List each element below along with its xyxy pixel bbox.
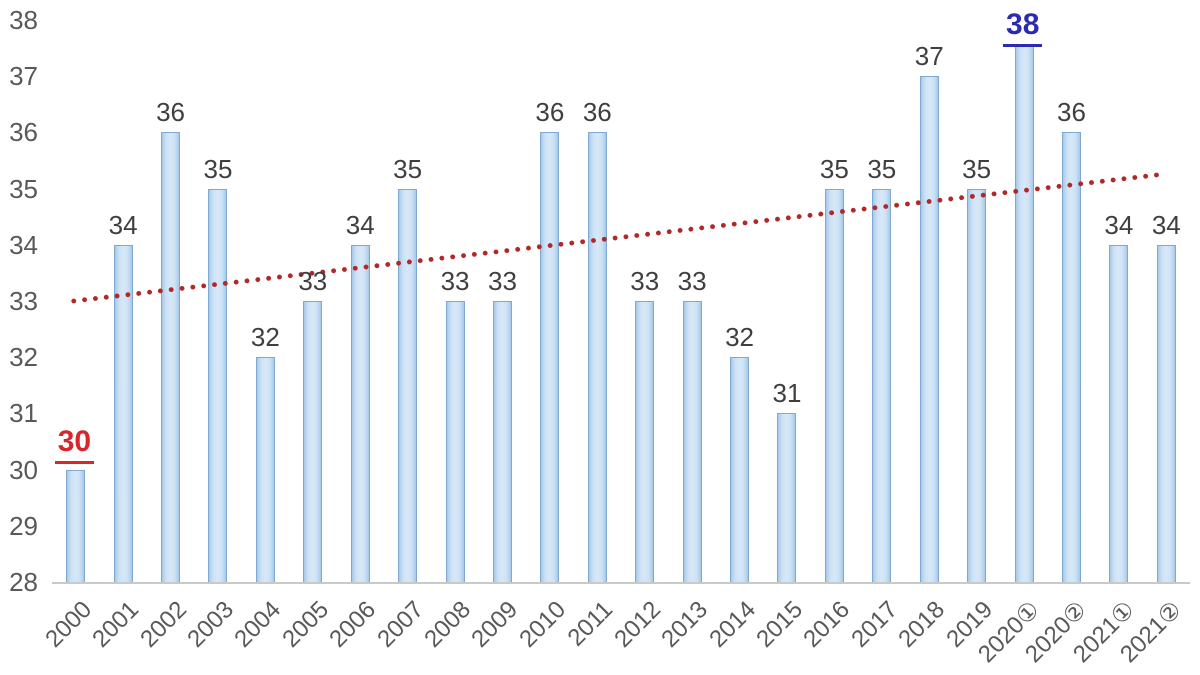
bar <box>587 132 607 582</box>
y-tick-label: 32 <box>9 342 38 373</box>
bar <box>1014 20 1034 582</box>
bar-value-label: 37 <box>914 41 944 72</box>
bar-value-label: 31 <box>772 378 802 409</box>
bar <box>730 357 750 582</box>
bar <box>1156 244 1176 582</box>
bar <box>967 188 987 582</box>
bar <box>919 76 939 582</box>
bar-value-label: 34 <box>345 209 375 240</box>
bar <box>161 132 181 582</box>
bar-value-label: 32 <box>725 322 754 353</box>
x-axis-line <box>52 582 1190 584</box>
bar-value-label: 36 <box>535 97 565 128</box>
y-tick-label: 34 <box>9 229 38 260</box>
bar-value-label: 35 <box>393 153 423 184</box>
highlighted-value-label: 30 <box>54 424 95 464</box>
bar <box>777 413 797 582</box>
bar-value-label: 36 <box>156 97 185 128</box>
y-tick-label: 29 <box>9 510 38 541</box>
bar-value-label: 32 <box>250 322 280 353</box>
bar <box>872 188 892 582</box>
y-tick-label: 31 <box>9 398 38 429</box>
bar-value-label: 34 <box>1104 209 1134 240</box>
y-tick-label: 35 <box>9 173 38 204</box>
bar <box>66 469 86 582</box>
y-tick-label: 28 <box>9 567 38 597</box>
bar <box>1061 132 1081 582</box>
bar <box>398 188 418 582</box>
bar-value-label: 35 <box>203 153 233 184</box>
bar <box>350 244 370 582</box>
bar <box>208 188 228 582</box>
bar-value-label: 35 <box>819 153 849 184</box>
bar <box>682 301 702 582</box>
y-tick-label: 37 <box>9 61 38 92</box>
y-tick-label: 36 <box>9 117 38 148</box>
bar-value-label: 33 <box>487 266 517 296</box>
bar <box>255 357 275 582</box>
y-tick-label: 38 <box>9 5 38 35</box>
bar-value-label: 34 <box>108 209 138 240</box>
y-tick-label: 30 <box>9 454 38 485</box>
bar-value-label: 33 <box>440 266 470 296</box>
bar <box>445 301 465 582</box>
bar-value-label: 35 <box>962 153 992 184</box>
bar <box>635 301 655 582</box>
bar-value-label: 33 <box>298 266 328 296</box>
bar <box>824 188 844 582</box>
bar-value-label: 34 <box>1151 209 1181 240</box>
bar <box>113 244 133 582</box>
bar <box>1109 244 1129 582</box>
bar <box>303 301 323 582</box>
bar-value-label: 33 <box>630 266 660 296</box>
bar <box>540 132 560 582</box>
bar-value-label: 36 <box>1056 97 1086 128</box>
bar-value-label: 35 <box>867 153 897 184</box>
bar <box>492 301 512 582</box>
bar-value-label: 33 <box>677 266 707 296</box>
highlighted-value-label: 38 <box>1003 8 1043 47</box>
y-tick-label: 33 <box>9 286 38 316</box>
bar-value-label: 36 <box>582 97 612 128</box>
